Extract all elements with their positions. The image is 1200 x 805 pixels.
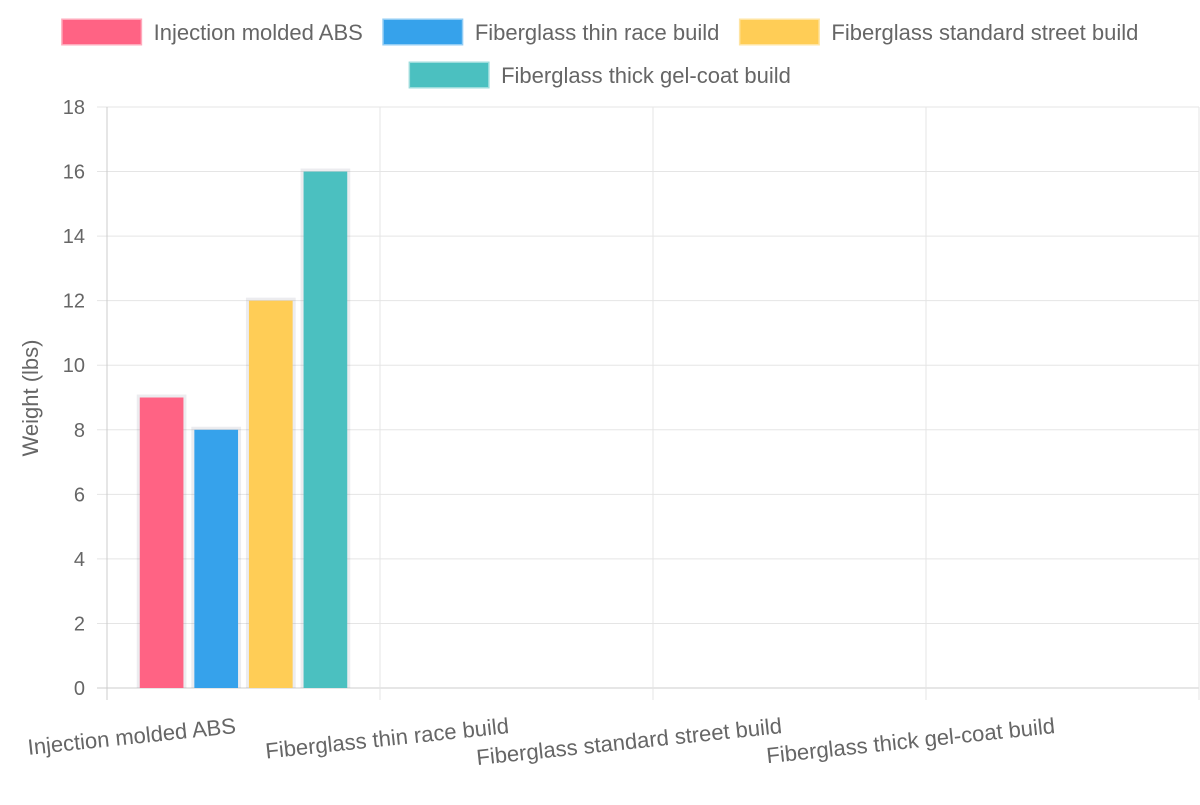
legend: Injection molded ABS Fiberglass thin race… — [61, 18, 1138, 89]
y-tick-label: 14 — [63, 226, 85, 248]
legend-swatch[interactable] — [61, 18, 143, 46]
legend-swatch[interactable] — [382, 18, 464, 46]
y-tick-label: 8 — [74, 420, 85, 442]
y-tick-label: 16 — [63, 162, 85, 184]
y-tick-label: 6 — [74, 484, 85, 506]
x-tick-label: Fiberglass thick gel-coat build — [765, 713, 1056, 768]
bar[interactable] — [248, 300, 293, 688]
y-tick-label: 0 — [74, 678, 85, 700]
legend-swatch[interactable] — [738, 18, 820, 46]
y-tick-label: 12 — [63, 291, 85, 313]
legend-label[interactable]: Injection molded ABS — [154, 20, 363, 45]
legend-label[interactable]: Fiberglass thin race build — [475, 20, 720, 45]
bar[interactable] — [194, 429, 239, 688]
x-tick-label: Fiberglass standard street build — [475, 713, 783, 770]
y-axis-ticks: 0 2 4 6 8 10 12 14 16 18 — [63, 97, 85, 700]
bar[interactable] — [303, 171, 348, 689]
legend-label[interactable]: Fiberglass thick gel-coat build — [501, 63, 791, 88]
x-tick-label: Injection molded ABS — [26, 713, 237, 760]
legend-swatch[interactable] — [408, 61, 490, 89]
bars — [136, 168, 351, 689]
x-axis-ticks: Injection molded ABS Fiberglass thin race… — [26, 713, 1056, 770]
y-tick-label: 10 — [63, 355, 85, 377]
y-tick-label: 18 — [63, 97, 85, 119]
x-tick-label: Fiberglass thin race build — [264, 713, 510, 763]
y-axis-title: Weight (lbs) — [18, 340, 43, 457]
legend-label[interactable]: Fiberglass standard street build — [831, 20, 1138, 45]
bar[interactable] — [139, 397, 184, 689]
y-tick-label: 2 — [74, 613, 85, 635]
y-tick-label: 4 — [74, 549, 85, 571]
